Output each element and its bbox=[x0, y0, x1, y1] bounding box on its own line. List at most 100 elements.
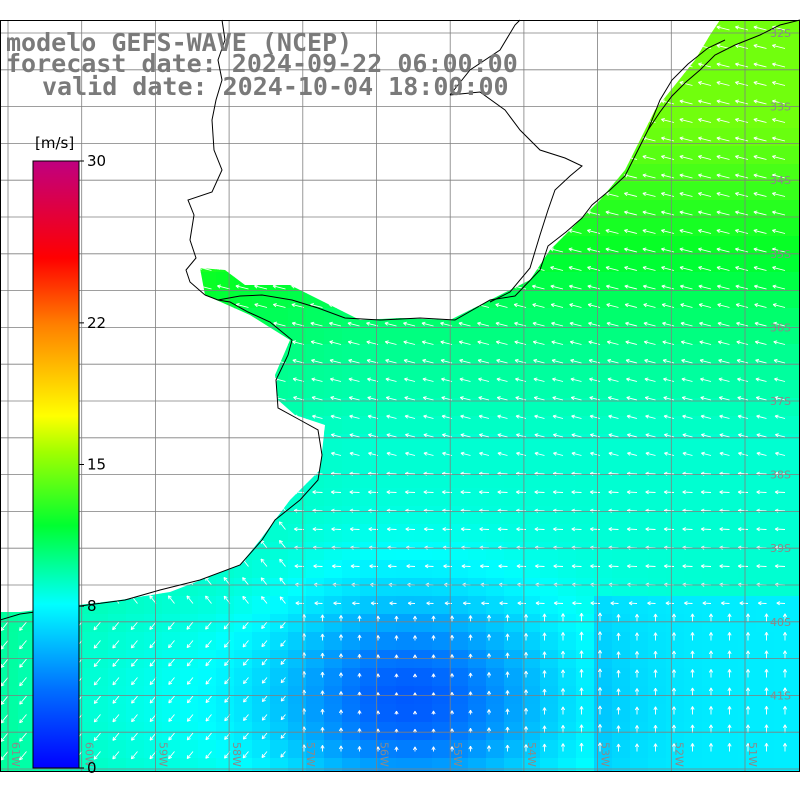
speed-cell bbox=[540, 542, 559, 561]
speed-cell bbox=[666, 344, 685, 363]
wind-arrow bbox=[330, 414, 342, 419]
wind-arrow bbox=[280, 751, 286, 758]
speed-cell bbox=[108, 452, 127, 471]
wind-arrow bbox=[420, 25, 434, 31]
wind-arrow bbox=[402, 136, 416, 142]
speed-cell bbox=[630, 650, 649, 669]
speed-cell bbox=[666, 542, 685, 561]
wind-arrow bbox=[486, 614, 492, 622]
speed-cell bbox=[684, 74, 703, 93]
wind-arrow bbox=[186, 751, 194, 759]
speed-cell bbox=[540, 596, 559, 615]
speed-cell bbox=[648, 416, 667, 435]
speed-cell bbox=[504, 542, 523, 561]
wind-arrow bbox=[242, 751, 249, 759]
wind-arrow bbox=[753, 80, 767, 86]
wind-arrow bbox=[671, 724, 677, 733]
wind-arrow bbox=[764, 650, 769, 659]
wind-arrow bbox=[131, 695, 138, 704]
wind-arrow bbox=[719, 451, 730, 456]
wind-arrow bbox=[753, 228, 767, 234]
speed-cell bbox=[216, 308, 235, 327]
colorbar-tick-label: 22 bbox=[87, 314, 106, 332]
speed-cell bbox=[612, 146, 631, 165]
wind-arrow bbox=[254, 154, 268, 160]
speed-cell bbox=[720, 74, 739, 93]
wind-arrow bbox=[402, 191, 416, 197]
wind-arrow bbox=[671, 687, 677, 696]
wind-arrow bbox=[291, 173, 305, 179]
wind-arrow bbox=[19, 658, 27, 668]
speed-cell bbox=[432, 722, 451, 741]
wind-arrow bbox=[597, 612, 603, 622]
wind-arrow bbox=[589, 396, 601, 401]
wind-arrow bbox=[168, 640, 175, 649]
speed-cell bbox=[612, 506, 631, 525]
speed-cell bbox=[198, 722, 217, 741]
speed-cell bbox=[540, 434, 559, 453]
speed-cell bbox=[450, 326, 469, 345]
wind-arrow bbox=[352, 601, 360, 606]
speed-cell bbox=[216, 452, 235, 471]
wind-arrow bbox=[423, 414, 434, 419]
wind-arrow bbox=[420, 117, 434, 123]
wind-arrow bbox=[449, 673, 455, 678]
wind-arrow bbox=[459, 396, 471, 401]
speed-cell bbox=[702, 344, 721, 363]
speed-cell bbox=[450, 596, 469, 615]
wind-arrow bbox=[199, 377, 212, 382]
speed-cell bbox=[360, 758, 379, 772]
speed-cell bbox=[684, 632, 703, 651]
speed-cell bbox=[738, 524, 757, 543]
speed-cell bbox=[720, 128, 739, 147]
speed-cell bbox=[468, 722, 487, 741]
wind-arrow bbox=[180, 340, 194, 345]
speed-cell bbox=[270, 362, 289, 381]
speed-cell bbox=[180, 146, 199, 165]
wind-arrow bbox=[320, 652, 325, 659]
wind-arrow bbox=[180, 136, 194, 142]
speed-cell bbox=[756, 326, 775, 345]
speed-cell bbox=[756, 110, 775, 129]
wind-arrow bbox=[130, 520, 138, 530]
speed-cell bbox=[342, 524, 361, 543]
speed-cell bbox=[180, 722, 199, 741]
wind-arrow bbox=[745, 669, 751, 678]
wind-arrow bbox=[106, 340, 120, 345]
speed-cell bbox=[432, 524, 451, 543]
speed-cell bbox=[396, 704, 415, 723]
speed-cell bbox=[522, 614, 541, 633]
wind-arrow bbox=[273, 303, 286, 308]
wind-arrow bbox=[167, 621, 175, 630]
wind-arrow bbox=[384, 321, 397, 327]
speed-cell bbox=[774, 200, 793, 219]
speed-cell bbox=[306, 560, 325, 579]
wind-arrow bbox=[505, 652, 510, 659]
speed-cell bbox=[594, 74, 613, 93]
wind-arrow bbox=[420, 266, 434, 271]
wind-arrow bbox=[444, 601, 453, 606]
speed-cell bbox=[360, 398, 379, 417]
speed-cell bbox=[792, 326, 800, 345]
wind-arrow bbox=[476, 266, 490, 271]
speed-cell bbox=[486, 344, 505, 363]
wind-arrow bbox=[254, 303, 268, 308]
speed-cell bbox=[720, 434, 739, 453]
wind-arrow bbox=[261, 695, 268, 703]
wind-arrow bbox=[663, 377, 675, 382]
speed-cell bbox=[756, 740, 775, 759]
wind-arrow bbox=[532, 284, 545, 290]
speed-cell bbox=[648, 218, 667, 237]
speed-cell bbox=[324, 668, 343, 687]
wind-arrow bbox=[199, 358, 212, 364]
speed-cell bbox=[432, 344, 451, 363]
speed-cell bbox=[702, 236, 721, 255]
speed-cell bbox=[540, 650, 559, 669]
wind-arrow bbox=[161, 210, 175, 216]
wind-arrow bbox=[533, 396, 545, 401]
wind-arrow bbox=[690, 743, 695, 752]
wind-arrow bbox=[272, 265, 286, 271]
wind-arrow bbox=[143, 191, 157, 197]
speed-cell bbox=[126, 236, 145, 255]
wind-arrow bbox=[328, 210, 342, 216]
